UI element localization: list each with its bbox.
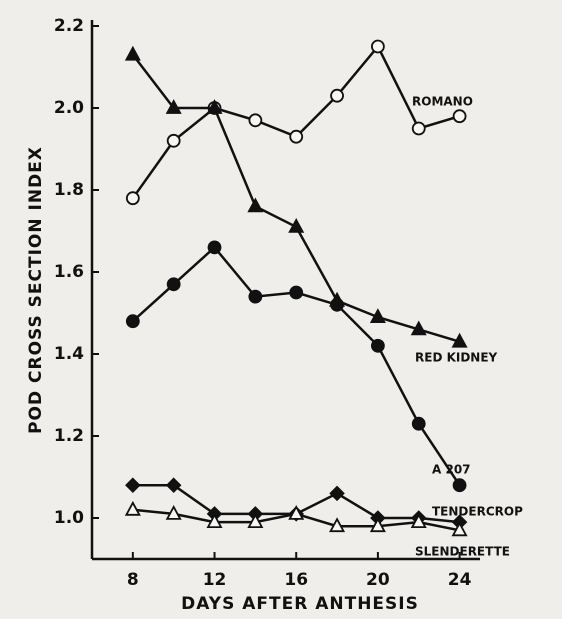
point xyxy=(125,477,141,493)
x-tick-label: 16 xyxy=(284,570,308,590)
point xyxy=(125,314,140,329)
point xyxy=(329,517,346,533)
point xyxy=(369,517,386,533)
point xyxy=(452,109,467,124)
y-tick-label: 1.2 xyxy=(54,426,84,446)
y-tick-label: 1.0 xyxy=(54,508,84,528)
point xyxy=(289,285,304,300)
point xyxy=(410,513,427,528)
y-tick-label: 1.4 xyxy=(54,344,84,364)
point xyxy=(410,320,427,336)
point xyxy=(247,197,264,213)
series-label: A 207 xyxy=(432,463,471,477)
y-tick-label: 1.6 xyxy=(54,262,84,282)
point xyxy=(289,129,304,144)
point xyxy=(165,99,182,114)
point xyxy=(165,505,182,520)
x-tick-label: 24 xyxy=(448,570,472,590)
point xyxy=(247,513,264,528)
series-label: RED KIDNEY xyxy=(415,351,498,365)
point xyxy=(370,39,385,54)
point xyxy=(451,521,468,537)
series-label: TENDERCROP xyxy=(432,505,523,519)
point xyxy=(288,505,305,520)
point xyxy=(330,88,344,103)
x-tick-label: 20 xyxy=(366,570,390,590)
y-tick-label: 2.2 xyxy=(54,16,84,36)
point xyxy=(288,218,305,233)
point xyxy=(206,99,223,114)
point xyxy=(124,500,141,516)
point xyxy=(165,477,182,493)
point xyxy=(329,485,345,502)
y-tick-label: 2.0 xyxy=(54,98,84,118)
series-label: SLENDERETTE xyxy=(415,545,510,559)
point xyxy=(206,513,223,528)
point xyxy=(369,308,386,324)
point xyxy=(370,338,385,353)
point xyxy=(451,332,468,348)
x-tick-label: 12 xyxy=(203,570,227,590)
point xyxy=(166,133,181,148)
point xyxy=(124,45,141,61)
point xyxy=(248,113,263,128)
point xyxy=(166,277,181,292)
point xyxy=(248,289,263,304)
point xyxy=(125,191,140,206)
y-axis-title: POD CROSS SECTION INDEX xyxy=(26,146,46,434)
y-tick-label: 1.8 xyxy=(54,180,84,200)
series-label: ROMANO xyxy=(412,95,473,109)
point xyxy=(207,240,222,255)
point xyxy=(411,416,426,431)
x-tick-label: 8 xyxy=(127,570,139,590)
point xyxy=(330,297,344,312)
point xyxy=(411,121,426,136)
x-axis-title: DAYS AFTER ANTHESIS xyxy=(181,594,419,614)
point xyxy=(452,478,467,493)
